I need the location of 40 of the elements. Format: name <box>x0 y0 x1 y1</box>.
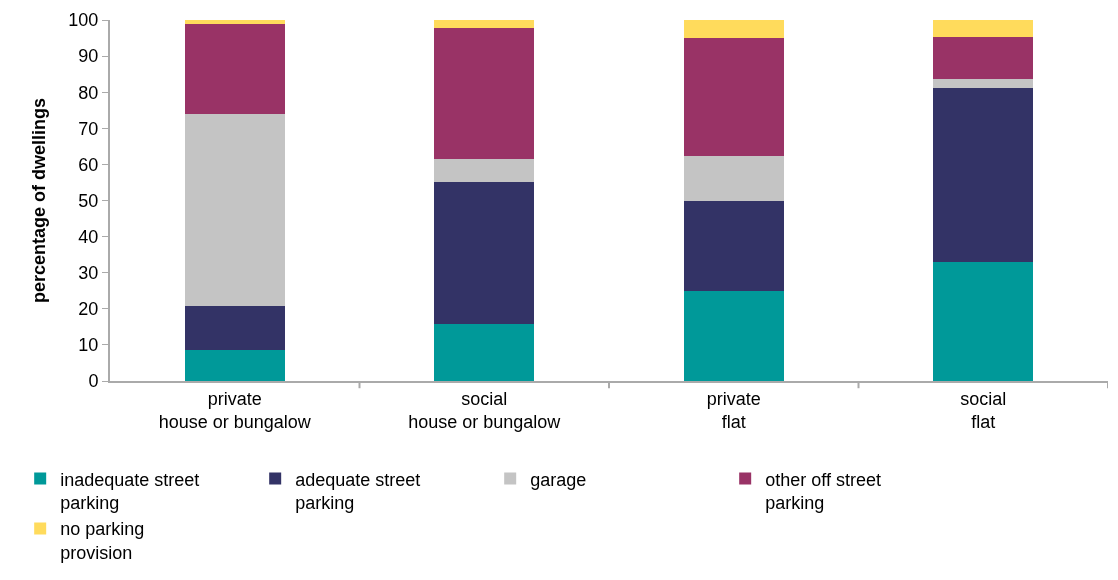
bar <box>184 20 285 24</box>
y-tick-label: 50 <box>78 190 99 211</box>
bar <box>434 27 535 159</box>
bar <box>683 38 784 157</box>
bar <box>933 20 1034 37</box>
bar <box>933 88 1034 262</box>
bar <box>683 156 784 201</box>
bar <box>683 200 784 292</box>
y-tick-label: 100 <box>68 10 99 31</box>
y-tick-label: 60 <box>78 154 99 175</box>
bar <box>184 114 285 306</box>
bar <box>434 158 535 183</box>
bar <box>933 36 1034 80</box>
legend-label: other off street parking <box>765 469 881 514</box>
bar <box>434 20 535 28</box>
x-tick-label: social flat <box>960 388 1007 432</box>
bar <box>184 305 285 351</box>
y-tick-label: 70 <box>78 118 99 139</box>
legend-label: adequate street parking <box>295 469 421 514</box>
y-axis-title: percentage of dwellings <box>29 97 50 304</box>
y-tick-label: 90 <box>78 46 99 67</box>
bar <box>184 350 285 381</box>
legend-label: no parking provision <box>60 519 145 563</box>
bar <box>683 20 784 39</box>
x-tick-label: private house or bungalow <box>158 388 312 432</box>
y-tick-label: 30 <box>78 263 99 283</box>
x-tick-label: social house or bungalow <box>408 388 562 432</box>
legend-label: garage <box>530 469 587 490</box>
y-tick-label: 10 <box>78 335 99 356</box>
y-tick-label: 0 <box>88 371 99 392</box>
y-tick-label: 20 <box>78 299 99 320</box>
bar <box>933 261 1034 381</box>
y-tick-label: 80 <box>78 82 99 103</box>
x-tick-label: private flat <box>706 388 761 432</box>
y-tick-label: 40 <box>78 226 99 247</box>
bar <box>683 291 784 381</box>
bar <box>434 324 535 381</box>
bar <box>933 79 1034 89</box>
bar <box>184 23 285 115</box>
bar <box>434 182 535 325</box>
